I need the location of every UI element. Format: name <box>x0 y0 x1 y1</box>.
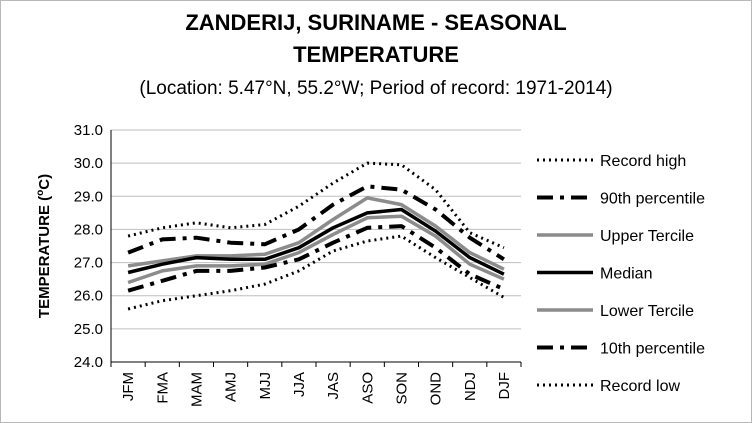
y-tick-label: 25.0 <box>74 321 103 338</box>
legend-label: Lower Tercile <box>600 303 694 320</box>
x-tick-label: DJF <box>496 372 513 400</box>
legend-item: Lower Tercile <box>537 303 694 320</box>
y-tick-label: 28.0 <box>74 221 103 238</box>
legend-label: Upper Tercile <box>600 228 694 245</box>
x-tick-label: NDJ <box>462 372 479 401</box>
series-line-upper-tercile <box>127 196 505 271</box>
x-tick-label: MJJ <box>257 372 274 400</box>
y-tick-label: 30.0 <box>74 155 103 172</box>
series-line-median <box>127 207 505 276</box>
x-tick-label: ASO <box>359 372 376 404</box>
legend-item: Record high <box>537 153 686 170</box>
x-tick-label: AMJ <box>223 372 240 402</box>
x-tick-label: SON <box>393 372 410 405</box>
series-line-record-high <box>127 161 505 250</box>
legend-label: 90th percentile <box>600 191 705 208</box>
series-line-lower-tercile <box>127 214 505 285</box>
chart-title-line1: ZANDERIJ, SURINAME - SEASONAL <box>185 10 567 35</box>
y-tick-label: 31.0 <box>74 122 103 139</box>
series-line-10th-percentile <box>127 224 505 293</box>
legend-item: Median <box>537 266 652 283</box>
x-tick-label: OND <box>428 372 445 406</box>
legend: Record high 90th percentile Upper Tercile M… <box>537 153 705 395</box>
series-line-90th-percentile <box>127 184 505 261</box>
legend-label: Median <box>600 266 652 283</box>
legend-item: Record low <box>537 378 680 395</box>
x-tick-label: JAS <box>325 372 342 400</box>
chart-subtitle: (Location: 5.47°N, 55.2°W; Period of rec… <box>139 78 613 99</box>
legend-item: 90th percentile <box>537 191 705 208</box>
y-tick-label: 29.0 <box>74 188 103 205</box>
legend-item: 10th percentile <box>537 341 705 358</box>
legend-label: Record low <box>600 378 680 395</box>
axes: 24.0 25.0 26.0 27.0 28.0 29.0 30.0 31.0 JFM FMA MA… <box>74 122 522 407</box>
x-tick-label: MAM <box>188 372 205 407</box>
legend-label: 10th percentile <box>600 341 705 358</box>
x-tick-label: JFM <box>120 372 137 401</box>
x-tick-label: JJA <box>291 372 308 397</box>
y-tick-label: 24.0 <box>74 354 103 371</box>
series-lines <box>127 161 505 311</box>
chart-title-line2: TEMPERATURE <box>293 42 459 67</box>
y-tick-label: 26.0 <box>74 288 103 305</box>
y-tick-label: 27.0 <box>74 255 103 272</box>
x-tick-label: FMA <box>154 372 171 404</box>
legend-label: Record high <box>600 153 686 170</box>
legend-item: Upper Tercile <box>537 228 694 245</box>
y-axis-title: TEMPERATURE (oC) <box>35 174 53 318</box>
